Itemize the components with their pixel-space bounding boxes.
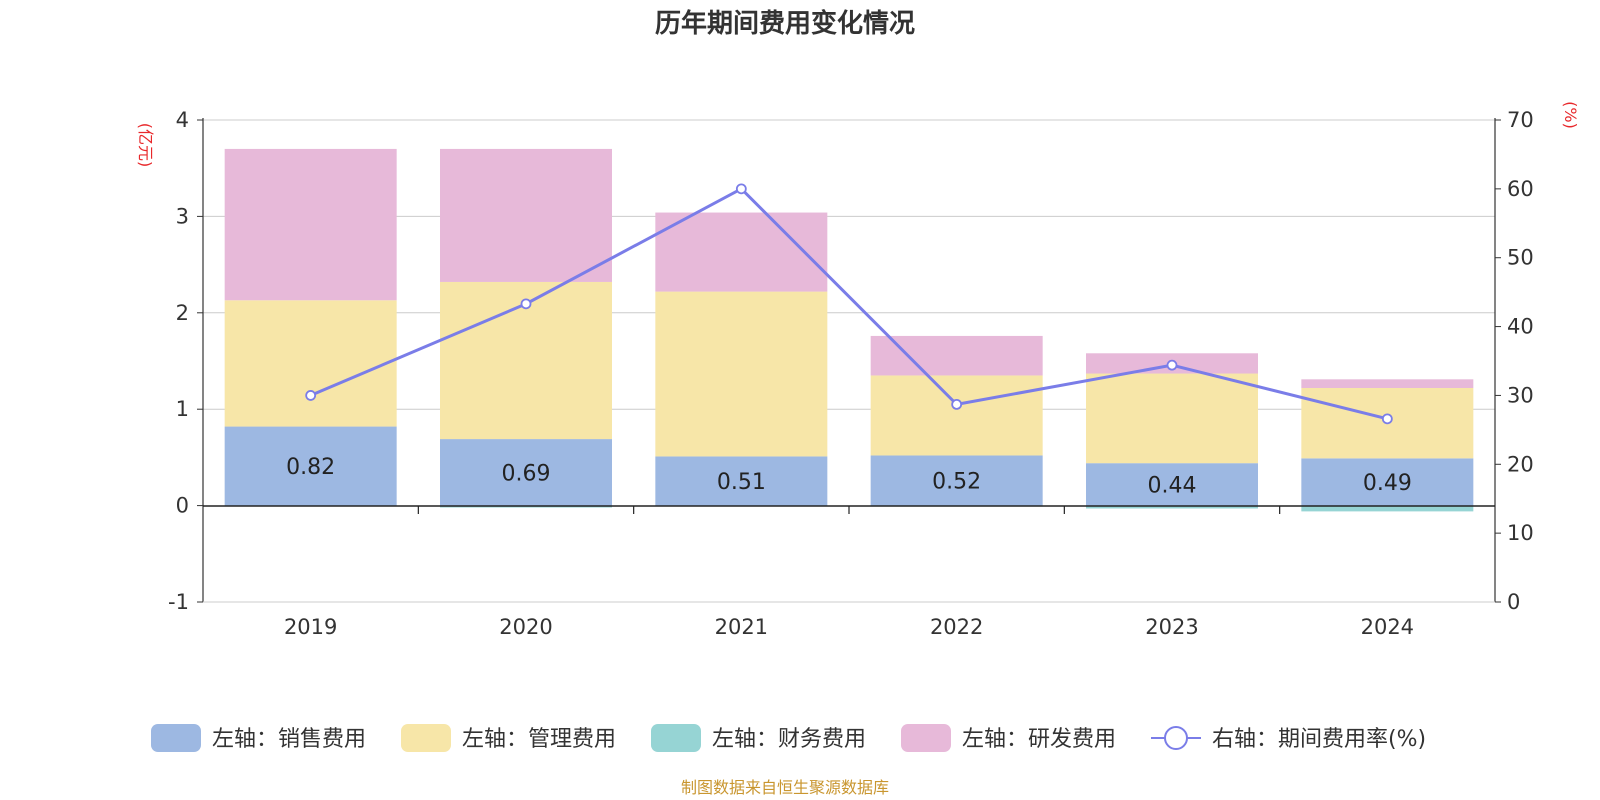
bar-segment	[870, 335, 1043, 376]
legend-label: 左轴：财务费用	[712, 727, 866, 752]
legend: 左轴：销售费用 左轴：管理费用 左轴：财务费用 左轴：研发费用 右轴：期间费用率(%)	[151, 724, 1426, 752]
right-tick-label: 50	[1507, 246, 1534, 270]
rate-point	[305, 390, 317, 401]
chart-title: 历年期间费用变化情况	[655, 8, 915, 39]
legend-label: 右轴：期间费用率(%)	[1212, 727, 1426, 752]
legend-marker-icon	[1164, 726, 1188, 750]
bar-segment	[1086, 505, 1258, 509]
rate-point	[1381, 413, 1393, 425]
rate-line	[305, 183, 1393, 425]
data-label: 0.69	[502, 461, 551, 486]
legend-label: 左轴：研发费用	[962, 727, 1116, 752]
bars	[224, 148, 1474, 512]
right-tick-label: 40	[1507, 315, 1534, 339]
bar-segment	[224, 300, 397, 427]
bar-segment	[655, 212, 828, 292]
category-label: 2021	[715, 615, 768, 639]
right-tick-label: 30	[1507, 383, 1534, 407]
left-tick-label: 3	[176, 204, 189, 228]
category-label: 2024	[1361, 615, 1414, 639]
data-label: 0.52	[932, 470, 981, 495]
bar-segment	[440, 148, 612, 282]
source-note: 制图数据来自恒生聚源数据库	[681, 778, 889, 797]
legend-label: 左轴：管理费用	[462, 727, 616, 752]
bar-segment	[224, 426, 397, 506]
bar-segment	[1086, 463, 1258, 506]
right-axis-unit: (%)	[1561, 101, 1580, 129]
right-tick-label: 60	[1507, 177, 1534, 201]
category-label: 2020	[499, 615, 552, 639]
bar-segment	[1301, 379, 1474, 388]
left-tick-label: 2	[176, 301, 189, 325]
bar-segment	[224, 148, 397, 301]
left-tick-label: 0	[176, 494, 189, 518]
data-label: 0.49	[1363, 471, 1412, 496]
rate-line-path	[310, 187, 1388, 421]
data-label: 0.44	[1148, 473, 1197, 498]
rate-point	[1166, 359, 1178, 371]
bar-segment	[440, 439, 612, 506]
rate-point	[951, 398, 963, 410]
left-tick-label: -1	[168, 590, 189, 614]
category-label: 2022	[930, 615, 983, 639]
grid-lines	[203, 119, 1495, 603]
left-tick-label: 4	[176, 108, 189, 132]
left-axis-unit: (亿元)	[136, 123, 155, 168]
rate-point	[520, 298, 532, 310]
bar-segment	[655, 456, 828, 506]
bar-segment	[1301, 458, 1474, 506]
category-label: 2023	[1145, 615, 1198, 639]
bar-segment	[1086, 373, 1258, 464]
right-tick-label: 10	[1507, 521, 1534, 545]
legend-swatch	[151, 724, 201, 752]
legend-label: 左轴：销售费用	[212, 727, 366, 752]
bar-segment	[870, 455, 1043, 506]
legend-swatch	[651, 724, 701, 752]
data-label: 0.51	[717, 470, 766, 495]
data-labels: 0.82 0.69 0.51 0.52 0.44 0.49	[286, 455, 1412, 498]
bar-segment	[655, 291, 828, 457]
rate-point	[735, 183, 747, 195]
right-tick-label: 20	[1507, 452, 1534, 476]
legend-swatch	[401, 724, 451, 752]
category-label: 2019	[284, 615, 337, 639]
right-tick-label: 70	[1507, 108, 1534, 132]
bar-segment	[870, 375, 1043, 456]
right-tick-label: 0	[1507, 590, 1520, 614]
data-label: 0.82	[286, 455, 335, 480]
legend-swatch	[901, 724, 951, 752]
left-tick-label: 1	[176, 397, 189, 421]
bar-segment	[1301, 505, 1474, 512]
